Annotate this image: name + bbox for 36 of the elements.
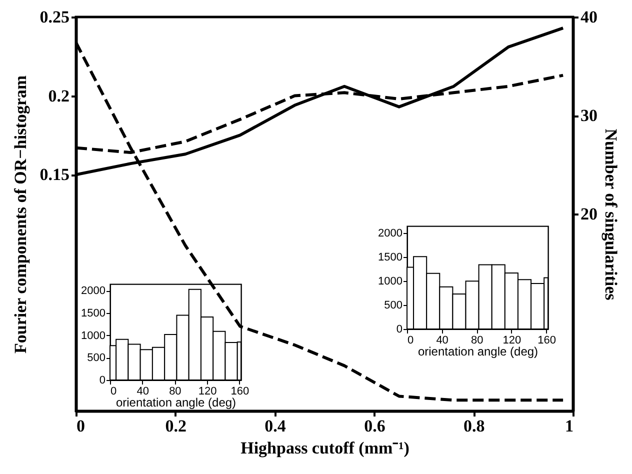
x-axis-title: orientation angle (deg) xyxy=(418,344,538,358)
y-tick-label: 1000 xyxy=(81,330,106,342)
y-tick-label: 0 xyxy=(396,324,402,336)
y-tick-label: 0.25 xyxy=(40,8,70,26)
y-tick-label: 2000 xyxy=(81,285,106,298)
y-tick-label: 1500 xyxy=(81,308,106,320)
y-tick-label: 1000 xyxy=(378,276,402,288)
y-tick-label: 0.2 xyxy=(48,86,70,106)
y2-tick-label: 40 xyxy=(580,8,598,26)
x-axis-title: orientation angle (deg) xyxy=(116,396,236,410)
x-axis-title: Highpass cutoff (mm⁻¹) xyxy=(240,438,410,458)
x-tick-label: 160 xyxy=(538,334,556,346)
y-axis-title: Fourier components of OR−histogram xyxy=(10,75,30,354)
x-tick-label: 160 xyxy=(230,386,250,398)
x-tick-label: 1 xyxy=(565,416,574,436)
y-tick-label: 0.15 xyxy=(40,165,70,184)
x-tick-label: 80 xyxy=(471,334,484,346)
x-tick-label: 0.8 xyxy=(463,416,485,436)
y2-tick-label: 30 xyxy=(580,106,598,125)
y2-tick-label: 20 xyxy=(580,204,598,224)
x-tick-label: 120 xyxy=(502,334,522,346)
x-tick-label: 0.4 xyxy=(264,416,286,436)
y-tick-label: 0 xyxy=(99,374,106,386)
y-tick-label: 2000 xyxy=(378,228,402,240)
y2-axis-title: Number of singularities xyxy=(602,128,620,301)
x-tick-label: 0.2 xyxy=(165,416,187,436)
x-tick-label: 40 xyxy=(136,386,149,398)
x-tick-label: 40 xyxy=(436,334,448,346)
x-tick-label: 0 xyxy=(110,386,117,398)
y-tick-label: 500 xyxy=(384,300,402,312)
x-tick-label: 0 xyxy=(408,334,414,346)
x-tick-label: 80 xyxy=(169,386,182,398)
x-tick-label: 120 xyxy=(198,386,217,398)
x-tick-label: 0.6 xyxy=(364,416,386,436)
y-tick-label: 500 xyxy=(87,352,106,364)
y-tick-label: 1500 xyxy=(378,252,402,264)
